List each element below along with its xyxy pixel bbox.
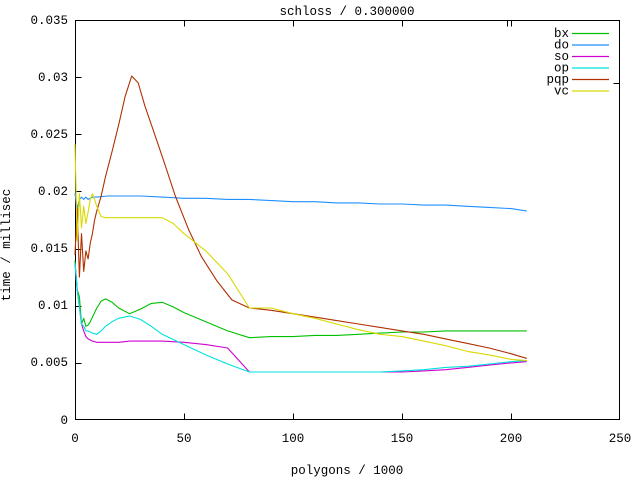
svg-text:vc: vc <box>554 85 569 99</box>
svg-text:200: 200 <box>500 432 523 446</box>
svg-text:0.025: 0.025 <box>30 128 68 142</box>
svg-text:50: 50 <box>176 432 191 446</box>
svg-text:0.015: 0.015 <box>30 242 68 256</box>
svg-text:0.01: 0.01 <box>38 299 68 313</box>
svg-text:250: 250 <box>609 432 632 446</box>
svg-text:0.03: 0.03 <box>38 71 68 85</box>
svg-text:0.02: 0.02 <box>38 185 68 199</box>
svg-text:0: 0 <box>71 432 79 446</box>
svg-text:100: 100 <box>282 432 305 446</box>
svg-text:0.035: 0.035 <box>30 14 68 28</box>
svg-text:150: 150 <box>391 432 414 446</box>
svg-text:polygons / 1000: polygons / 1000 <box>291 464 404 478</box>
svg-text:0.005: 0.005 <box>30 356 68 370</box>
svg-text:schloss / 0.300000: schloss / 0.300000 <box>279 5 414 19</box>
svg-text:0: 0 <box>60 414 68 428</box>
svg-text:time / millisec: time / millisec <box>0 189 14 302</box>
